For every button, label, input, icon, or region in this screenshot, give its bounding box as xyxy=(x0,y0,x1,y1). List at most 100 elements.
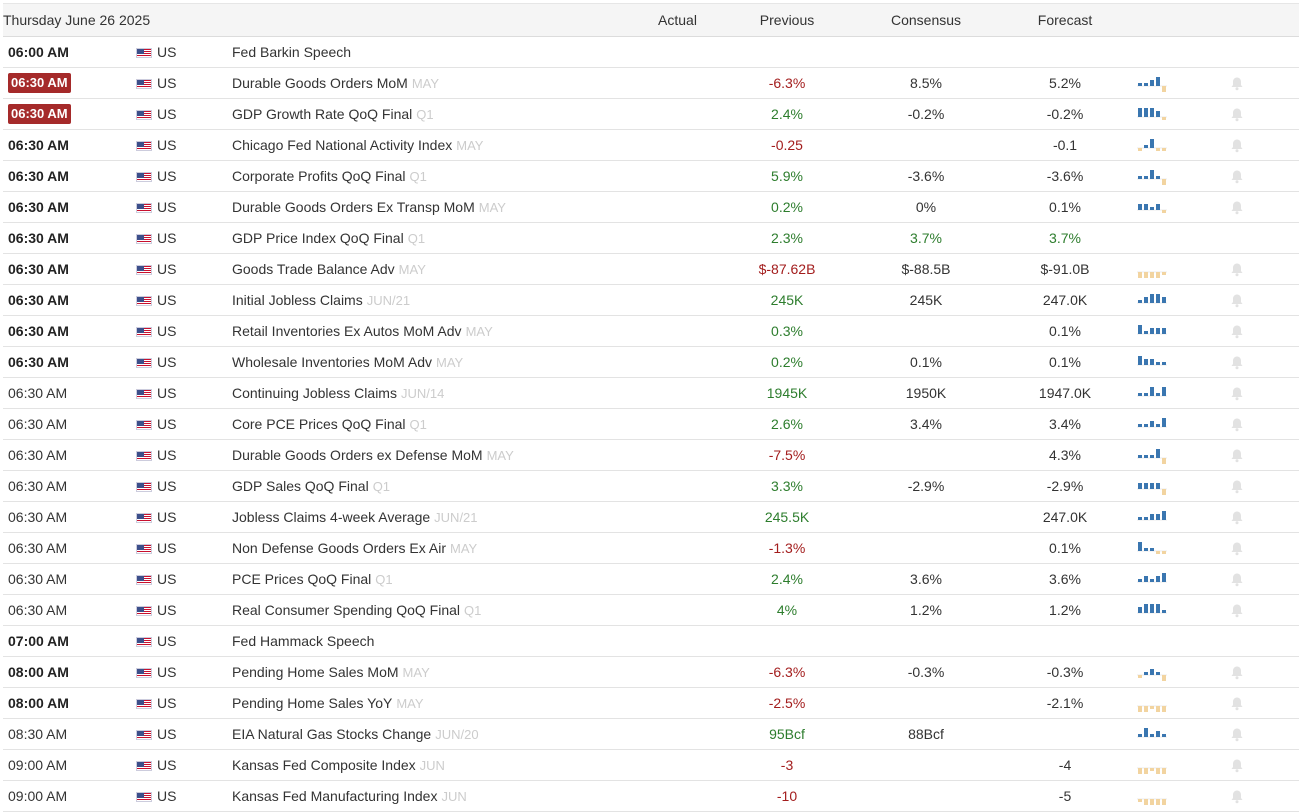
alert-cell[interactable] xyxy=(1214,656,1300,688)
event-row[interactable]: 09:00 AM US Kansas Fed Manufacturing Ind… xyxy=(3,780,1300,812)
sparkline-cell[interactable] xyxy=(1134,67,1215,99)
bell-icon[interactable] xyxy=(1230,665,1244,680)
event-name-link[interactable]: Jobless Claims 4-week Average xyxy=(232,509,431,525)
sparkline-cell[interactable] xyxy=(1134,160,1215,192)
event-name-link[interactable]: Durable Goods Orders ex Defense MoM xyxy=(232,447,483,463)
sparkline-cell[interactable] xyxy=(1134,532,1215,564)
sparkline-chart[interactable] xyxy=(1136,200,1168,216)
event-name-cell[interactable]: GDP Growth Rate QoQ Final Q1 xyxy=(228,98,659,130)
alert-cell[interactable] xyxy=(1214,408,1300,440)
bell-icon[interactable] xyxy=(1230,758,1244,773)
country-cell[interactable]: US xyxy=(134,470,228,502)
alert-cell[interactable] xyxy=(1214,470,1300,502)
sparkline-cell[interactable] xyxy=(1134,439,1215,471)
sparkline-chart[interactable] xyxy=(1136,355,1168,371)
bell-icon[interactable] xyxy=(1230,138,1244,153)
sparkline-cell[interactable] xyxy=(1134,36,1215,68)
sparkline-cell[interactable] xyxy=(1134,594,1215,626)
sparkline-cell[interactable] xyxy=(1134,625,1215,657)
event-name-link[interactable]: Fed Barkin Speech xyxy=(232,44,352,60)
event-row[interactable]: 06:30 AM US Retail Inventories Ex Autos … xyxy=(3,315,1300,347)
sparkline-chart[interactable] xyxy=(1136,479,1168,495)
country-cell[interactable]: US xyxy=(134,284,228,316)
bell-icon[interactable] xyxy=(1230,696,1244,711)
event-name-cell[interactable]: EIA Natural Gas Stocks Change JUN/20 xyxy=(228,718,659,750)
sparkline-chart[interactable] xyxy=(1136,417,1168,433)
sparkline-chart[interactable] xyxy=(1136,541,1168,557)
sparkline-cell[interactable] xyxy=(1134,315,1215,347)
event-name-cell[interactable]: Non Defense Goods Orders Ex Air MAY xyxy=(228,532,659,564)
event-name-cell[interactable]: Chicago Fed National Activity Index MAY xyxy=(228,129,659,161)
event-name-link[interactable]: Core PCE Prices QoQ Final xyxy=(232,416,406,432)
event-name-link[interactable]: GDP Sales QoQ Final xyxy=(232,478,369,494)
event-name-link[interactable]: Chicago Fed National Activity Index xyxy=(232,137,453,153)
event-name-link[interactable]: Initial Jobless Claims xyxy=(232,292,363,308)
event-name-cell[interactable]: Jobless Claims 4-week Average JUN/21 xyxy=(228,501,659,533)
sparkline-cell[interactable] xyxy=(1134,718,1215,750)
event-row[interactable]: 06:30 AM US Wholesale Inventories MoM Ad… xyxy=(3,346,1300,378)
country-cell[interactable]: US xyxy=(134,687,228,719)
alert-cell[interactable] xyxy=(1214,160,1300,192)
event-name-cell[interactable]: Pending Home Sales YoY MAY xyxy=(228,687,659,719)
bell-icon[interactable] xyxy=(1230,169,1244,184)
sparkline-chart[interactable] xyxy=(1136,293,1168,309)
country-cell[interactable]: US xyxy=(134,346,228,378)
event-name-link[interactable]: Continuing Jobless Claims xyxy=(232,385,397,401)
alert-cell[interactable] xyxy=(1214,594,1300,626)
event-row[interactable]: 06:30 AM US Non Defense Goods Orders Ex … xyxy=(3,532,1300,564)
bell-icon[interactable] xyxy=(1230,386,1244,401)
event-name-link[interactable]: Fed Hammack Speech xyxy=(232,633,375,649)
alert-cell[interactable] xyxy=(1214,439,1300,471)
sparkline-chart[interactable] xyxy=(1136,107,1168,123)
sparkline-chart[interactable] xyxy=(1136,138,1168,154)
event-name-link[interactable]: Pending Home Sales YoY xyxy=(232,695,393,711)
event-name-cell[interactable]: Pending Home Sales MoM MAY xyxy=(228,656,659,688)
alert-cell[interactable] xyxy=(1214,284,1300,316)
event-name-link[interactable]: GDP Growth Rate QoQ Final xyxy=(232,106,413,122)
sparkline-cell[interactable] xyxy=(1134,749,1215,781)
event-name-link[interactable]: Durable Goods Orders MoM xyxy=(232,75,408,91)
alert-cell[interactable] xyxy=(1214,749,1300,781)
event-name-cell[interactable]: GDP Price Index QoQ Final Q1 xyxy=(228,222,659,254)
bell-icon[interactable] xyxy=(1230,324,1244,339)
event-name-cell[interactable]: PCE Prices QoQ Final Q1 xyxy=(228,563,659,595)
alert-cell[interactable] xyxy=(1214,501,1300,533)
event-name-link[interactable]: Kansas Fed Composite Index xyxy=(232,757,416,773)
alert-cell[interactable] xyxy=(1214,67,1300,99)
event-row[interactable]: 06:30 AM US Corporate Profits QoQ Final Q… xyxy=(3,160,1300,192)
event-row[interactable]: 06:30 AM US Core PCE Prices QoQ Final Q1 … xyxy=(3,408,1300,440)
bell-icon[interactable] xyxy=(1230,572,1244,587)
bell-icon[interactable] xyxy=(1230,448,1244,463)
sparkline-cell[interactable] xyxy=(1134,780,1215,812)
event-name-link[interactable]: GDP Price Index QoQ Final xyxy=(232,230,404,246)
sparkline-chart[interactable] xyxy=(1136,758,1168,774)
country-cell[interactable]: US xyxy=(134,377,228,409)
sparkline-cell[interactable] xyxy=(1134,687,1215,719)
event-name-cell[interactable]: Fed Hammack Speech xyxy=(228,625,659,657)
sparkline-chart[interactable] xyxy=(1136,603,1168,619)
event-name-link[interactable]: EIA Natural Gas Stocks Change xyxy=(232,726,432,742)
alert-cell[interactable] xyxy=(1214,625,1300,657)
event-name-cell[interactable]: Core PCE Prices QoQ Final Q1 xyxy=(228,408,659,440)
bell-icon[interactable] xyxy=(1230,541,1244,556)
event-row[interactable]: 06:30 AM US Continuing Jobless Claims JUN… xyxy=(3,377,1300,409)
country-cell[interactable]: US xyxy=(134,315,228,347)
event-name-cell[interactable]: Initial Jobless Claims JUN/21 xyxy=(228,284,659,316)
sparkline-cell[interactable] xyxy=(1134,408,1215,440)
event-name-cell[interactable]: Fed Barkin Speech xyxy=(228,36,659,68)
event-name-cell[interactable]: Real Consumer Spending QoQ Final Q1 xyxy=(228,594,659,626)
country-cell[interactable]: US xyxy=(134,160,228,192)
event-row[interactable]: 06:30 AM US Initial Jobless Claims JUN/21… xyxy=(3,284,1300,316)
country-cell[interactable]: US xyxy=(134,191,228,223)
event-row[interactable]: 06:30 AM US Durable Goods Orders MoM MAY … xyxy=(3,67,1300,99)
event-name-link[interactable]: Corporate Profits QoQ Final xyxy=(232,168,406,184)
event-row[interactable]: 06:30 AM US Chicago Fed National Activit… xyxy=(3,129,1300,161)
event-name-link[interactable]: Kansas Fed Manufacturing Index xyxy=(232,788,438,804)
country-cell[interactable]: US xyxy=(134,253,228,285)
alert-cell[interactable] xyxy=(1214,718,1300,750)
sparkline-cell[interactable] xyxy=(1134,470,1215,502)
alert-cell[interactable] xyxy=(1214,780,1300,812)
alert-cell[interactable] xyxy=(1214,346,1300,378)
event-name-link[interactable]: Real Consumer Spending QoQ Final xyxy=(232,602,461,618)
country-cell[interactable]: US xyxy=(134,749,228,781)
